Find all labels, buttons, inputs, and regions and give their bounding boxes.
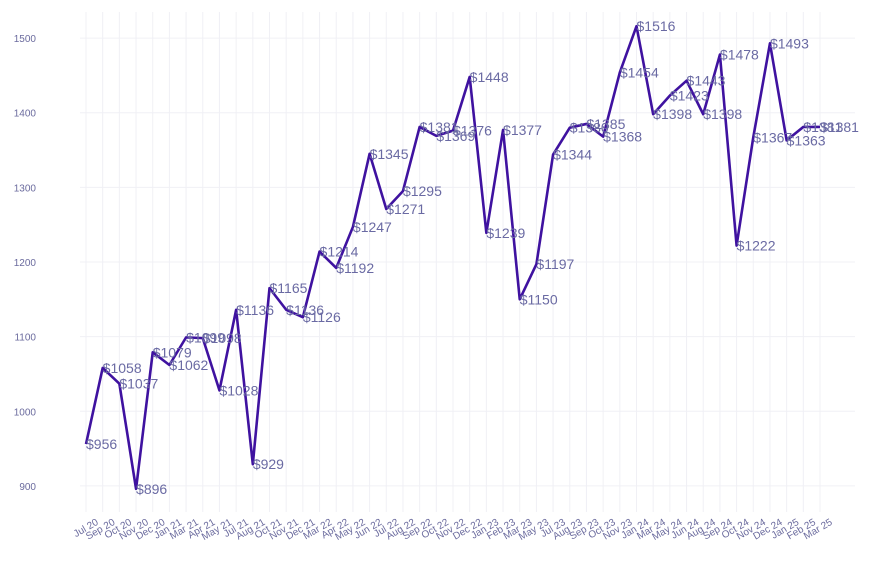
data-label: $1247 <box>353 219 392 235</box>
data-label: $1028 <box>219 382 258 398</box>
data-label: $1423 <box>670 88 709 104</box>
y-tick-label: 1000 <box>14 407 37 418</box>
data-label: $1062 <box>169 357 208 373</box>
data-labels: $956 $1058$1037 $896 $1079$1062 $1099$1098 $1… <box>86 18 859 497</box>
data-label: $896 <box>136 481 167 497</box>
data-label: $1376 <box>453 123 492 139</box>
data-label: $1136 <box>286 302 324 318</box>
data-label: $1369 <box>436 128 475 144</box>
y-tick-label: 1500 <box>14 34 37 45</box>
data-label: $1197 <box>536 256 574 272</box>
data-label: $1136 <box>236 302 274 318</box>
data-label: $1079 <box>153 344 192 360</box>
data-label: $1381 <box>820 119 859 135</box>
data-label: $1454 <box>620 64 659 80</box>
data-label: $1516 <box>637 18 676 34</box>
data-label: $1099 <box>186 329 225 345</box>
data-label: $1367 <box>753 129 792 145</box>
data-label: $1448 <box>470 69 509 85</box>
data-label: $929 <box>253 456 284 472</box>
grid-lines <box>80 12 855 512</box>
data-label: $1214 <box>320 244 359 260</box>
data-label: $956 <box>86 436 117 452</box>
data-label: $1398 <box>703 106 742 122</box>
data-label: $1398 <box>653 106 692 122</box>
data-label: $1381 <box>420 119 459 135</box>
data-label: $1150 <box>520 291 558 307</box>
data-label: $1222 <box>737 238 776 254</box>
y-tick-label: 900 <box>19 482 36 493</box>
data-label: $1493 <box>770 35 809 51</box>
data-label: $1344 <box>553 147 592 163</box>
data-label: $1385 <box>586 116 625 132</box>
data-label: $1239 <box>486 225 525 241</box>
data-label: $1037 <box>119 376 158 392</box>
data-label: $1478 <box>720 47 759 63</box>
data-label: $1192 <box>336 260 374 276</box>
data-label: $1377 <box>503 122 542 138</box>
y-tick-label: 1100 <box>14 333 36 344</box>
data-label: $1271 <box>386 201 425 217</box>
y-tick-label: 1200 <box>14 258 37 269</box>
data-label: $1058 <box>103 360 142 376</box>
series-line-price <box>84 24 820 491</box>
y-axis-ticks: 900 1000 1100 1200 1300 1400 1500 <box>14 34 37 493</box>
data-label: $1345 <box>370 146 409 162</box>
data-label: $1363 <box>787 132 826 148</box>
data-label: $1368 <box>603 129 642 145</box>
data-label: $1126 <box>303 309 341 325</box>
y-tick-label: 1300 <box>14 183 37 194</box>
data-label: $1380 <box>570 120 609 136</box>
data-label: $1295 <box>403 183 442 199</box>
y-tick-label: 1400 <box>14 109 37 120</box>
data-label: $1443 <box>687 73 726 89</box>
data-label: $1165 <box>270 280 308 296</box>
data-label: $1381 <box>803 119 842 135</box>
data-label: $1098 <box>203 330 242 346</box>
